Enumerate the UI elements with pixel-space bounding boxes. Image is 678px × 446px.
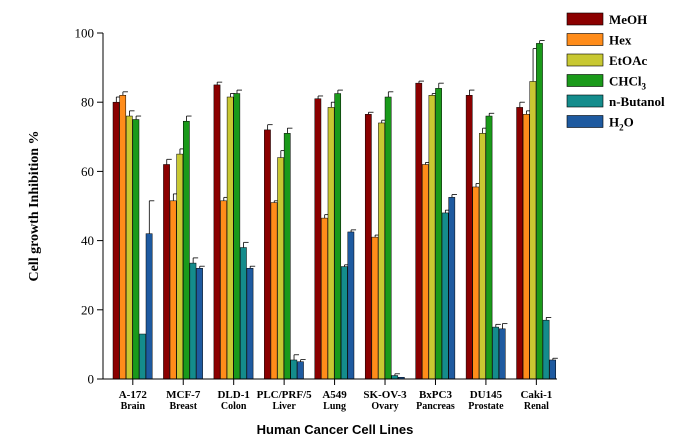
bar-chcl3-du145 [485, 115, 493, 380]
bars-layer [112, 40, 558, 380]
legend-label-h2o: H2O [609, 115, 634, 133]
legend-swatch-etoac [566, 53, 604, 67]
bar-n-butanol-sk-ov-3 [391, 375, 399, 380]
x-axis-title: Human Cancer Cell Lines [257, 422, 414, 437]
bar-meoh-caki-1 [516, 107, 524, 380]
bar-n-butanol-bxpc3 [441, 212, 449, 380]
x-tick-sublabel-sk-ov-3: Ovary [371, 401, 398, 412]
legend-label-hex: Hex [609, 33, 632, 48]
x-tick-label-plc-prf-5: PLC/PRF/5 [257, 389, 312, 401]
x-tick-label-dld-1: DLD-1 [217, 389, 249, 401]
x-tick-sublabel-dld-1: Colon [221, 401, 247, 412]
bar-hex-caki-1 [522, 114, 530, 380]
x-tick-sublabel-caki-1: Renal [524, 401, 549, 412]
bar-meoh-bxpc3 [415, 82, 423, 380]
y-tick-label-40: 40 [81, 233, 94, 248]
x-tick-label-caki-1: Caki-1 [520, 389, 552, 401]
bar-etoac-sk-ov-3 [378, 122, 385, 380]
bar-etoac-caki-1 [529, 81, 537, 380]
x-tick-sublabel-a-172: Brain [121, 401, 146, 412]
legend-swatch-chcl3 [566, 74, 604, 87]
bar-etoac-dld-1 [226, 96, 234, 380]
bar-meoh-a-172 [112, 101, 120, 380]
legend-label-meoh: MeOH [609, 12, 647, 27]
x-tick-label-du145: DU145 [470, 389, 503, 401]
bar-meoh-a549 [314, 98, 322, 380]
y-axis-title: Cell growth Inhibition % [27, 130, 42, 281]
bar-meoh-mcf-7 [163, 164, 170, 380]
bar-h2o-du145 [498, 328, 506, 380]
bar-chcl3-plc-prf-5 [283, 133, 291, 380]
bar-etoac-a-172 [125, 115, 133, 380]
x-tick-sublabel-plc-prf-5: Liver [272, 401, 296, 412]
bar-meoh-plc-prf-5 [264, 129, 271, 380]
legend-swatch-h2o [566, 115, 604, 128]
legend: MeOH Hex EtOAc CHCl3 n-Butanol H2O [566, 12, 665, 133]
bar-h2o-mcf-7 [196, 268, 203, 380]
bar-hex-mcf-7 [169, 200, 177, 380]
bar-h2o-a549 [347, 231, 355, 380]
bar-hex-a549 [321, 217, 328, 380]
legend-swatch-hex [566, 33, 604, 46]
legend-label-n-butanol: n-Butanol [609, 94, 665, 109]
x-tick-sublabel-bxpc3: Pancreas [416, 401, 455, 412]
x-tick-label-a549: A549 [322, 389, 347, 401]
x-tick-sublabel-a549: Lung [323, 401, 346, 412]
y-tick-label-80: 80 [81, 95, 94, 110]
bar-n-butanol-plc-prf-5 [290, 359, 298, 380]
bar-n-butanol-caki-1 [542, 319, 550, 380]
bar-hex-bxpc3 [422, 164, 429, 380]
legend-label-etoac: EtOAc [609, 53, 648, 68]
bar-hex-sk-ov-3 [371, 236, 379, 380]
bar-n-butanol-a-172 [139, 333, 146, 380]
bar-etoac-plc-prf-5 [277, 157, 284, 380]
bar-n-butanol-du145 [492, 326, 499, 380]
bar-chcl3-a549 [334, 93, 342, 380]
bar-n-butanol-mcf-7 [189, 262, 197, 380]
bar-h2o-dld-1 [246, 268, 254, 380]
legend-label-chcl3: CHCl3 [609, 74, 647, 92]
x-tick-sublabel-du145: Prostate [468, 401, 504, 412]
x-tick-label-mcf-7: MCF-7 [166, 389, 201, 401]
bar-n-butanol-a549 [340, 266, 348, 380]
bar-chcl3-mcf-7 [182, 120, 190, 380]
bar-hex-plc-prf-5 [270, 202, 278, 380]
x-tick-label-a-172: A-172 [119, 389, 148, 401]
bar-h2o-plc-prf-5 [297, 361, 304, 380]
bar-hex-du145 [472, 186, 480, 380]
y-tick-label-60: 60 [81, 164, 94, 179]
bar-n-butanol-dld-1 [240, 247, 247, 380]
y-tick-label-0: 0 [88, 372, 95, 387]
bar-chcl3-bxpc3 [435, 88, 442, 380]
y-tick-label-100: 100 [75, 26, 95, 41]
x-tick-label-bxpc3: BxPC3 [419, 389, 453, 401]
bar-h2o-caki-1 [549, 359, 557, 380]
bar-etoac-a549 [327, 107, 335, 380]
y-tick-label-20: 20 [81, 302, 94, 317]
legend-swatch-meoh [566, 12, 604, 26]
bar-meoh-sk-ov-3 [364, 114, 372, 380]
bar-etoac-bxpc3 [428, 95, 436, 380]
legend-swatch-n-butanol [566, 94, 604, 108]
bar-etoac-du145 [479, 133, 486, 380]
bar-chcl3-caki-1 [536, 43, 543, 380]
x-tick-sublabel-mcf-7: Breast [169, 401, 197, 412]
bar-h2o-a-172 [145, 233, 153, 380]
x-tick-label-sk-ov-3: SK-OV-3 [363, 389, 407, 401]
bar-chcl3-sk-ov-3 [384, 96, 392, 380]
bar-hex-dld-1 [220, 200, 227, 380]
bar-chcl3-a-172 [132, 119, 140, 380]
bar-etoac-mcf-7 [176, 153, 184, 380]
bar-h2o-bxpc3 [448, 197, 456, 380]
bar-meoh-dld-1 [213, 84, 221, 380]
bar-chcl3-dld-1 [233, 93, 241, 380]
bar-hex-a-172 [119, 95, 127, 380]
bar-meoh-du145 [465, 95, 473, 380]
